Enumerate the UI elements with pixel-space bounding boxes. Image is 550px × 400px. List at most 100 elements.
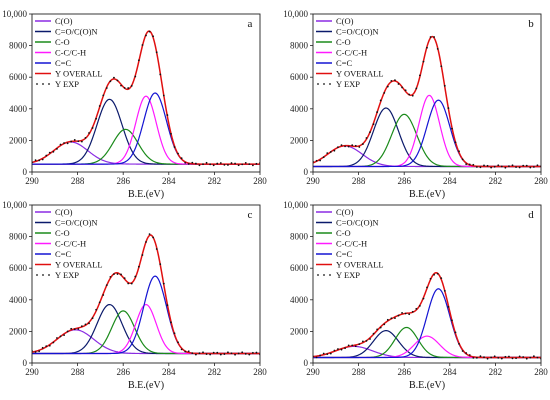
y-exp-point bbox=[84, 323, 87, 326]
y-exp-point bbox=[88, 132, 90, 134]
y-tick-label: 4000 bbox=[290, 104, 309, 114]
y-exp-point bbox=[137, 265, 140, 268]
y-exp-point bbox=[209, 353, 212, 356]
y-exp-point bbox=[429, 277, 432, 280]
y-exp-point bbox=[458, 343, 460, 345]
y-exp-point bbox=[411, 94, 414, 97]
legend-swatch bbox=[48, 274, 50, 276]
y-exp-point bbox=[379, 99, 382, 102]
y-exp-point bbox=[227, 351, 229, 354]
y-exp-point bbox=[244, 353, 247, 355]
legend-entry: C=C bbox=[336, 249, 352, 259]
x-tick-label: 280 bbox=[253, 176, 267, 186]
y-exp-point bbox=[148, 30, 151, 33]
legend-entry: C=O/C(O)N bbox=[55, 218, 98, 228]
y-exp-point bbox=[358, 146, 361, 148]
legend-entry: C-O bbox=[336, 37, 351, 47]
y-exp-point bbox=[73, 139, 76, 141]
series-c-o-line bbox=[313, 113, 541, 168]
y-exp-point bbox=[116, 79, 119, 82]
y-exp-point bbox=[70, 140, 73, 143]
y-exp-point bbox=[202, 163, 204, 166]
y-exp-point bbox=[66, 142, 69, 145]
panel-label: d bbox=[528, 209, 534, 221]
y-exp-point bbox=[52, 341, 55, 344]
y-exp-point bbox=[241, 163, 244, 166]
y-exp-point bbox=[465, 163, 468, 166]
y-exp-point bbox=[205, 161, 208, 164]
y-exp-point bbox=[116, 273, 119, 275]
y-exp-point bbox=[141, 254, 144, 256]
y-exp-point bbox=[408, 93, 411, 96]
y-exp-point bbox=[251, 164, 254, 167]
y-exp-point bbox=[337, 146, 339, 149]
x-tick-label: 284 bbox=[443, 176, 457, 186]
y-exp-point bbox=[358, 343, 361, 345]
y-exp-point bbox=[194, 353, 197, 356]
x-axis-label: B.E.(eV) bbox=[128, 380, 164, 391]
y-exp-point bbox=[415, 307, 418, 310]
y-exp-point bbox=[251, 351, 254, 354]
y-exp-point bbox=[98, 301, 101, 304]
plot-frame bbox=[31, 204, 261, 364]
y-exp-point bbox=[177, 341, 179, 344]
series-c-o--line bbox=[32, 329, 260, 355]
y-exp-point bbox=[337, 348, 339, 350]
y-tick-label: 6000 bbox=[290, 72, 309, 82]
y-exp-point bbox=[386, 318, 389, 321]
y-exp-point bbox=[209, 163, 212, 166]
series-y-overall-line bbox=[313, 35, 541, 168]
legend-entry: C-C/C-H bbox=[336, 48, 367, 58]
y-exp-point bbox=[426, 46, 428, 49]
y-tick-label: 8000 bbox=[9, 232, 28, 242]
y-exp-point bbox=[511, 164, 514, 167]
y-exp-point bbox=[34, 159, 37, 162]
y-exp-point bbox=[369, 131, 371, 134]
y-exp-point bbox=[63, 334, 65, 337]
x-tick-label: 290 bbox=[25, 176, 39, 186]
y-exp-point bbox=[326, 152, 329, 155]
y-exp-point bbox=[109, 80, 112, 83]
y-exp-point bbox=[436, 47, 439, 50]
y-exp-point bbox=[127, 87, 130, 89]
plot-area bbox=[313, 35, 541, 169]
y-tick-label: 10,000 bbox=[2, 200, 27, 210]
y-exp-point bbox=[454, 331, 457, 334]
y-exp-point bbox=[123, 277, 126, 279]
x-tick-label: 290 bbox=[25, 367, 39, 377]
series-c-c-line bbox=[32, 92, 260, 165]
y-exp-point bbox=[483, 356, 485, 359]
y-exp-point bbox=[326, 353, 329, 356]
y-exp-point bbox=[248, 353, 251, 356]
y-exp-point bbox=[219, 162, 222, 164]
y-exp-point bbox=[223, 353, 226, 355]
y-exp-point bbox=[234, 353, 236, 356]
y-exp-point bbox=[137, 59, 140, 62]
plot-frame bbox=[31, 13, 261, 173]
y-exp-point bbox=[497, 164, 500, 167]
y-exp-point bbox=[241, 351, 244, 354]
y-exp-point bbox=[429, 36, 432, 38]
y-exp-point bbox=[518, 166, 521, 169]
legend-swatch bbox=[329, 83, 331, 85]
y-exp-point bbox=[216, 351, 219, 354]
y-exp-point bbox=[394, 79, 396, 81]
panel-label: c bbox=[248, 209, 253, 221]
y-exp-point bbox=[130, 85, 133, 87]
y-tick-label: 0 bbox=[23, 358, 28, 368]
y-exp-point bbox=[173, 146, 176, 148]
y-exp-point bbox=[500, 357, 503, 360]
y-exp-point bbox=[162, 282, 165, 285]
y-exp-point bbox=[237, 164, 240, 167]
y-exp-point bbox=[383, 92, 386, 94]
y-tick-label: 10,000 bbox=[283, 200, 308, 210]
y-exp-point bbox=[397, 314, 400, 317]
x-axis-label: B.E.(eV) bbox=[409, 380, 445, 391]
y-tick-label: 0 bbox=[304, 358, 309, 368]
y-exp-point bbox=[70, 327, 73, 330]
y-exp-point bbox=[351, 344, 354, 347]
y-exp-point bbox=[80, 140, 83, 143]
series-c-o-c-o-n-line bbox=[313, 107, 541, 168]
y-exp-point bbox=[191, 352, 194, 354]
legend-entry: C=C bbox=[55, 249, 71, 259]
